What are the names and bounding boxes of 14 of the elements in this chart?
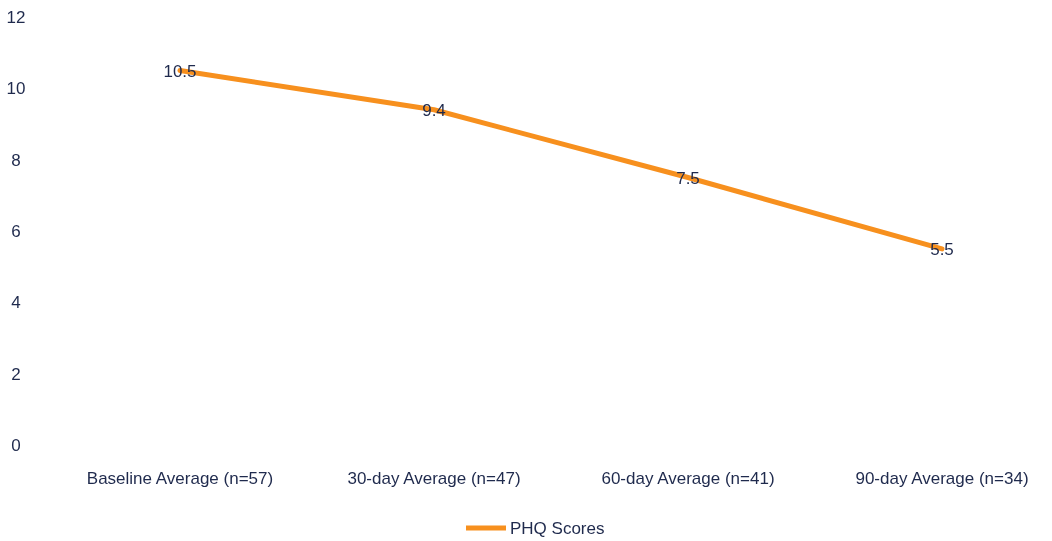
y-tick-label: 8 [11,150,21,170]
x-tick-label: 90-day Average (n=34) [855,469,1029,488]
y-tick-label: 6 [11,221,21,241]
legend-label: PHQ Scores [510,518,605,538]
x-tick-label: Baseline Average (n=57) [86,469,274,488]
y-tick-label: 10 [6,79,26,99]
data-label: 10.5 [163,61,197,81]
y-tick-label: 12 [6,7,26,27]
y-tick-label: 0 [11,435,21,455]
y-tick-label: 4 [11,293,21,313]
x-tick-label: 60-day Average (n=41) [601,469,775,488]
x-tick-label: 30-day Average (n=47) [347,469,521,488]
data-label: 5.5 [930,239,954,259]
y-tick-label: 2 [11,364,21,384]
